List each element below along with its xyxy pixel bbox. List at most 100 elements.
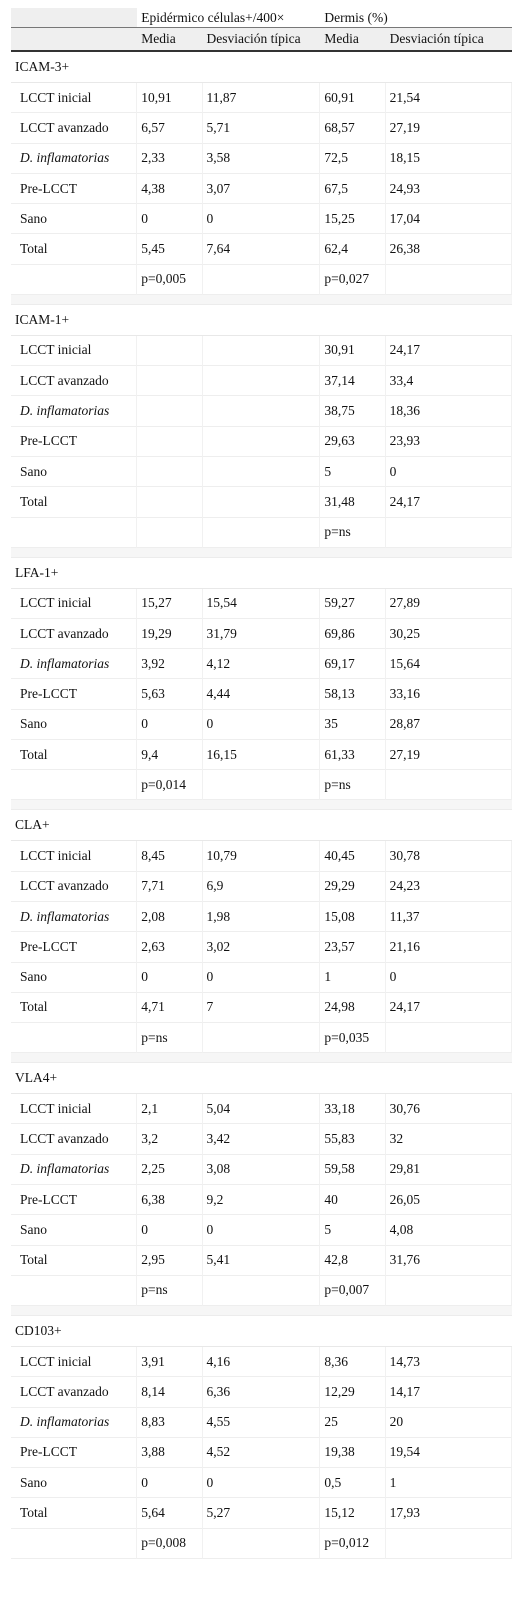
table-cell: 0 bbox=[137, 709, 203, 741]
table-cell: 3,42 bbox=[202, 1124, 321, 1155]
table-cell: 42,8 bbox=[320, 1245, 386, 1276]
table-cell-empty bbox=[202, 1275, 321, 1306]
table-body: ICAM-3+ LCCT inicial 10,91 11,87 60,91 21,54 L… bbox=[11, 52, 512, 1559]
table-cell: 29,81 bbox=[385, 1154, 512, 1186]
table-cell: 69,17 bbox=[320, 649, 386, 680]
table-cell: 18,36 bbox=[385, 396, 512, 427]
table-row: LCCT avanzado 3,2 3,42 55,83 32 bbox=[11, 1124, 512, 1155]
section-title: VLA4+ bbox=[11, 1063, 512, 1095]
table-row: LCCT avanzado 8,14 6,36 12,29 14,17 bbox=[11, 1377, 512, 1408]
table-cell: 5 bbox=[320, 1215, 386, 1246]
table-row: LCCT inicial 15,27 15,54 59,27 27,89 bbox=[11, 588, 512, 619]
row-label: Pre-LCCT bbox=[11, 426, 138, 457]
table-cell: 25 bbox=[320, 1407, 386, 1438]
table-row: Sano 0 0 35 28,87 bbox=[11, 709, 512, 741]
table-cell: 8,45 bbox=[137, 841, 203, 872]
row-label: Pre-LCCT bbox=[11, 932, 138, 963]
table-row: Pre-LCCT 2,63 3,02 23,57 21,16 bbox=[11, 932, 512, 963]
table-cell: 68,57 bbox=[320, 113, 386, 144]
table-cell: 0 bbox=[385, 456, 512, 488]
table-cell: 59,58 bbox=[320, 1154, 386, 1186]
p-value-epidermico: p=ns bbox=[137, 1023, 203, 1054]
table-cell-empty bbox=[385, 1023, 512, 1054]
table-cell: 38,75 bbox=[320, 396, 386, 427]
table-cell: 24,98 bbox=[320, 992, 386, 1024]
table-cell: 15,64 bbox=[385, 649, 512, 680]
table-cell: 9,2 bbox=[202, 1185, 321, 1216]
table-row: Pre-LCCT 6,38 9,2 40 26,05 bbox=[11, 1185, 512, 1216]
table-cell: 24,17 bbox=[385, 992, 512, 1024]
row-label: Sano bbox=[11, 962, 138, 993]
table-row: Total 4,71 7 24,98 24,17 bbox=[11, 992, 512, 1024]
table-cell-empty bbox=[385, 264, 512, 295]
table-cell: 17,93 bbox=[385, 1498, 512, 1529]
row-label: Pre-LCCT bbox=[11, 173, 138, 205]
table-cell: 6,57 bbox=[137, 113, 203, 144]
p-value-label-cell bbox=[11, 517, 138, 548]
table-cell: 62,4 bbox=[320, 234, 386, 265]
table-cell: 2,95 bbox=[137, 1245, 203, 1276]
table-cell: 15,54 bbox=[202, 588, 321, 619]
table-cell: 6,38 bbox=[137, 1185, 203, 1216]
section-divider bbox=[11, 547, 512, 558]
row-label: D. inflamatorias bbox=[11, 143, 138, 174]
section-divider bbox=[11, 800, 512, 811]
table-cell: 11,37 bbox=[385, 901, 512, 933]
row-label: D. inflamatorias bbox=[11, 396, 138, 427]
table-cell: 0 bbox=[202, 709, 321, 741]
table-cell: 0 bbox=[202, 962, 321, 993]
table-cell: 16,15 bbox=[202, 740, 321, 771]
column-header: Desviación típica bbox=[202, 27, 321, 52]
table-cell: 59,27 bbox=[320, 588, 386, 619]
table-row: LCCT avanzado 37,14 33,4 bbox=[11, 366, 512, 397]
table-cell: 1 bbox=[320, 962, 386, 993]
table-row: Total 5,45 7,64 62,4 26,38 bbox=[11, 234, 512, 265]
p-value-dermis: p=0,007 bbox=[320, 1275, 386, 1306]
table-cell: 3,91 bbox=[137, 1346, 203, 1378]
table-row: D. inflamatorias 2,33 3,58 72,5 18,15 bbox=[11, 143, 512, 174]
table-cell: 3,2 bbox=[137, 1124, 203, 1155]
table-cell-empty bbox=[202, 770, 321, 801]
section-title: CLA+ bbox=[11, 810, 512, 842]
table-cell: 12,29 bbox=[320, 1377, 386, 1408]
table-cell: 5,64 bbox=[137, 1498, 203, 1529]
p-value-row: p=0,008 p=0,012 bbox=[11, 1528, 512, 1559]
table-cell bbox=[137, 456, 203, 488]
table-cell: 8,14 bbox=[137, 1377, 203, 1408]
table-cell: 2,08 bbox=[137, 901, 203, 933]
table-cell: 4,08 bbox=[385, 1215, 512, 1246]
row-label: LCCT inicial bbox=[11, 335, 138, 367]
table-cell bbox=[137, 396, 203, 427]
table-cell: 26,38 bbox=[385, 234, 512, 265]
table-row: LCCT inicial 8,45 10,79 40,45 30,78 bbox=[11, 841, 512, 872]
table-row: D. inflamatorias 2,08 1,98 15,08 11,37 bbox=[11, 901, 512, 933]
p-value-row: p=0,005 p=0,027 bbox=[11, 264, 512, 295]
section-title: ICAM-3+ bbox=[11, 52, 512, 83]
p-value-label-cell bbox=[11, 770, 138, 801]
table-cell: 27,19 bbox=[385, 113, 512, 144]
table-cell: 72,5 bbox=[320, 143, 386, 174]
table-cell: 11,87 bbox=[202, 83, 321, 114]
table-cell: 30,25 bbox=[385, 618, 512, 650]
row-label: Sano bbox=[11, 709, 138, 741]
table-cell: 28,87 bbox=[385, 709, 512, 741]
table-cell: 61,33 bbox=[320, 740, 386, 771]
row-label: Total bbox=[11, 992, 138, 1024]
p-value-dermis: p=0,027 bbox=[320, 264, 386, 295]
table-cell-empty bbox=[202, 264, 321, 295]
table-cell: 0 bbox=[202, 1215, 321, 1246]
table-cell: 6,9 bbox=[202, 871, 321, 902]
table-cell: 21,54 bbox=[385, 83, 512, 114]
table-cell: 0 bbox=[137, 1215, 203, 1246]
table-row: Sano 0 0 0,5 1 bbox=[11, 1468, 512, 1499]
data-table-container: Epidérmico células+/400× Dermis (%) Medi… bbox=[11, 8, 512, 1559]
table-row: Pre-LCCT 4,38 3,07 67,5 24,93 bbox=[11, 173, 512, 205]
row-label: LCCT inicial bbox=[11, 1346, 138, 1378]
row-label: Sano bbox=[11, 1215, 138, 1246]
table-row: D. inflamatorias 2,25 3,08 59,58 29,81 bbox=[11, 1154, 512, 1186]
p-value-label-cell bbox=[11, 264, 138, 295]
table-cell bbox=[202, 426, 321, 457]
table-row: D. inflamatorias 8,83 4,55 25 20 bbox=[11, 1407, 512, 1438]
table-cell bbox=[202, 487, 321, 518]
p-value-dermis: p=ns bbox=[320, 517, 386, 548]
